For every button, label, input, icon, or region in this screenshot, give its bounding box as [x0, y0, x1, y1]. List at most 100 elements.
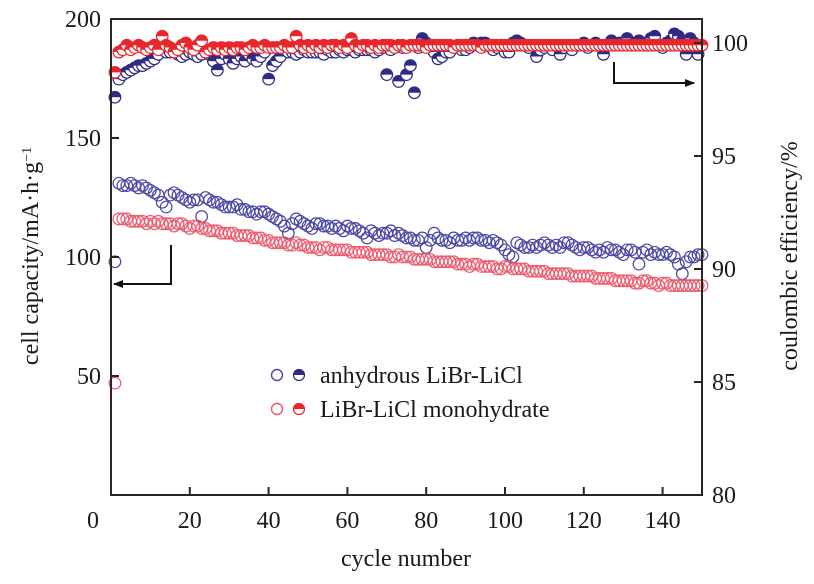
data-point — [553, 267, 567, 281]
x-tick-label: 40 — [257, 508, 281, 534]
data-point — [159, 200, 173, 214]
data-point — [108, 90, 122, 104]
data-point — [258, 233, 272, 247]
data-point — [222, 200, 236, 214]
data-point — [490, 262, 504, 276]
data-point — [167, 219, 181, 233]
data-point — [415, 252, 429, 266]
data-point — [203, 224, 216, 238]
data-point — [443, 255, 457, 269]
data-point — [187, 219, 201, 233]
x-tick-label: 0 — [87, 508, 99, 534]
data-point — [498, 243, 512, 257]
data-point — [356, 245, 370, 259]
data-point — [352, 245, 366, 259]
data-point-fill — [262, 73, 275, 80]
data-point — [620, 274, 634, 288]
data-point — [628, 245, 642, 259]
data-point — [400, 231, 413, 245]
data-point — [333, 222, 346, 235]
y-right-axis-label: coulombic efficiency/% — [777, 141, 803, 370]
data-point — [210, 63, 224, 77]
y-left-tick-label: 100 — [65, 245, 101, 271]
data-point — [557, 267, 571, 281]
data-point — [581, 269, 595, 283]
data-point — [668, 250, 681, 264]
y-left-tick-label: 200 — [65, 7, 101, 33]
data-point-fill — [408, 86, 421, 93]
data-point — [313, 243, 327, 257]
data-point — [246, 231, 260, 245]
data-point — [274, 214, 287, 228]
x-tick-label: 100 — [487, 508, 523, 534]
data-point — [534, 264, 547, 278]
data-point — [392, 248, 406, 262]
data-point — [494, 238, 508, 252]
series-1 — [108, 212, 709, 390]
data-point — [510, 262, 524, 276]
data-point — [372, 248, 386, 262]
data-point — [407, 233, 421, 247]
data-point — [222, 226, 236, 240]
legend-half-marker — [292, 402, 306, 416]
data-point — [250, 231, 264, 245]
data-point — [616, 248, 630, 262]
data-point — [270, 236, 283, 250]
data-point-fill — [211, 64, 224, 71]
data-point — [687, 279, 701, 292]
data-point — [679, 255, 693, 269]
data-point-fill — [381, 68, 393, 75]
data-point — [360, 231, 374, 245]
y-right-tick-label: 95 — [712, 144, 736, 170]
data-point — [514, 238, 528, 252]
y-left-tick-label: 50 — [77, 364, 101, 390]
data-point — [648, 245, 662, 259]
data-point — [337, 243, 350, 257]
legend-marker-half — [292, 368, 306, 382]
data-point — [549, 238, 563, 252]
y-right-tick-label: 90 — [712, 257, 736, 283]
data-point — [691, 279, 705, 292]
data-point — [344, 222, 358, 235]
data-point — [305, 222, 319, 235]
data-point — [214, 198, 228, 212]
legend-label-anhydrous: anhydrous LiBr-LiCl — [320, 363, 523, 389]
series-0 — [108, 176, 709, 281]
data-point — [238, 229, 252, 242]
data-point-fill — [195, 34, 208, 41]
data-point — [234, 229, 248, 242]
data-point — [384, 224, 398, 238]
data-point — [195, 222, 209, 235]
left-axis-arrow — [113, 245, 172, 288]
legend-half-marker-fill — [293, 403, 305, 409]
data-point-fill — [648, 30, 661, 37]
data-point — [463, 233, 476, 247]
data-point — [604, 243, 618, 257]
data-point-fill — [156, 30, 169, 37]
data-point — [640, 243, 654, 257]
data-point — [419, 252, 433, 266]
data-point — [419, 241, 433, 254]
data-point — [380, 68, 394, 82]
ticks-layer: 0 20 40 60 80 100 120 140 50 100 150 200 80 85 90 95 100 — [65, 7, 748, 534]
data-point — [376, 226, 390, 240]
data-point-fill — [404, 59, 417, 66]
x-axis-label: cycle number — [341, 546, 471, 572]
data-point — [317, 241, 331, 254]
data-point — [593, 243, 606, 257]
data-point — [234, 202, 248, 216]
data-point — [218, 226, 232, 240]
data-point — [656, 276, 669, 290]
y-left-axis-label: cell capacity/mA·h·g−1 — [18, 147, 44, 365]
data-point — [250, 207, 264, 221]
data-point — [632, 257, 646, 271]
data-point — [612, 245, 626, 259]
data-point — [407, 86, 421, 100]
data-point — [289, 236, 303, 250]
data-point-fill — [109, 66, 121, 73]
data-point — [553, 241, 567, 254]
data-point — [396, 229, 409, 242]
data-point — [577, 269, 591, 283]
data-point — [108, 255, 122, 269]
